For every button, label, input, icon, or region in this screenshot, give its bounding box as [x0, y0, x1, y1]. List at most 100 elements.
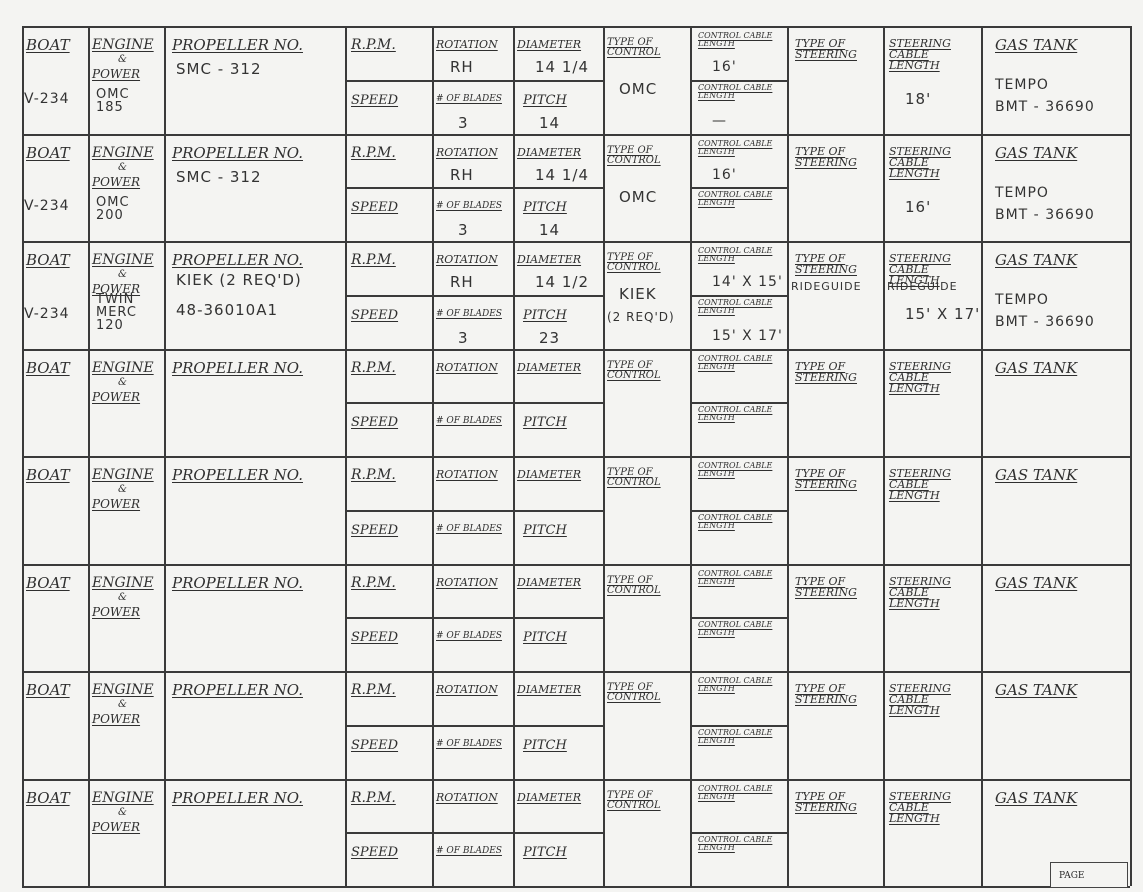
engine-power-value: OMC	[96, 87, 130, 102]
blades-label: # of Blades	[436, 201, 502, 212]
rpm-label: R.P.M.	[351, 359, 396, 376]
rpm-label: R.P.M.	[351, 37, 396, 53]
boat-label: Boat	[26, 36, 70, 54]
steering-cable-label: Steering Cable Length	[889, 37, 951, 72]
column-divider	[1130, 26, 1132, 886]
steering-cable-label: Steering Cable Length	[889, 682, 951, 717]
pitch-value: 14	[539, 113, 561, 132]
steering-cable-label: Steering Cable Length	[889, 467, 951, 502]
type-of-control-value: OMC	[619, 80, 658, 98]
type-of-control-label: Type of Control	[607, 467, 661, 488]
power-label: Power	[92, 282, 141, 296]
speed-label: Speed	[351, 522, 399, 538]
diameter-value: 14 1/4	[535, 165, 589, 184]
pitch-label: Pitch	[523, 630, 567, 646]
type-of-control-label: Type of Control	[607, 144, 661, 166]
rotation-label: Rotation	[436, 683, 498, 696]
type-of-control-value-2: (2 REQ'D)	[607, 310, 675, 324]
cell-split-line	[345, 402, 603, 405]
rotation-label: Rotation	[436, 253, 498, 266]
pitch-label: Pitch	[523, 415, 567, 431]
diameter-label: Diameter	[517, 468, 582, 481]
boat-label: Boat	[26, 251, 70, 269]
steering-cable-value: 16'	[905, 197, 932, 216]
control-cable-label-2: Control Cable Length	[698, 297, 773, 315]
gas-tank-label: Gas Tank	[995, 143, 1078, 162]
control-cable-label-2: Control Cable Length	[698, 835, 773, 853]
engine-label: Engine	[92, 789, 154, 806]
row-divider	[22, 563, 1130, 566]
gas-tank-label: Gas Tank	[995, 466, 1078, 484]
power-label: Power	[92, 174, 141, 189]
steering-cable-note: RIDEGUIDE	[887, 280, 958, 293]
propeller-value: KIEK (2 REQ'D)	[176, 271, 302, 289]
type-of-steering-label: Type of Steering	[795, 144, 857, 169]
speed-label: Speed	[351, 845, 399, 861]
cell-split-line	[345, 79, 603, 82]
cell-split-line	[690, 187, 787, 190]
type-of-control-label: Type of Control	[607, 37, 661, 58]
rotation-label: Rotation	[436, 468, 498, 481]
ampersand-label: &	[118, 591, 127, 603]
control-cable-label-2: Control Cable Length	[698, 82, 773, 100]
boat-label: Boat	[26, 143, 70, 162]
propeller-label: Propeller No.	[172, 358, 303, 377]
gas-tank-value: TEMPO	[995, 184, 1049, 201]
steering-cable-label: Steering Cable Length	[889, 252, 951, 287]
control-cable-label-2: Control Cable Length	[698, 190, 773, 208]
control-cable-value-1: 16'	[712, 166, 737, 183]
type-of-steering-label: Type of Steering	[795, 682, 857, 706]
control-cable-label-1: Control Cable Length	[698, 783, 773, 801]
propeller-label: Propeller No.	[172, 251, 303, 269]
rotation-label: Rotation	[436, 790, 498, 804]
gas-tank-value: BMT - 36690	[995, 314, 1095, 330]
type-of-control-label: Type of Control	[607, 682, 661, 703]
engine-power-value: OMC	[96, 194, 130, 210]
control-cable-value-2: 15' X 17'	[712, 327, 783, 344]
rpm-label: R.P.M.	[351, 252, 396, 268]
speed-label: Speed	[351, 92, 399, 108]
diameter-value: 14 1/2	[535, 273, 589, 291]
blades-value: 3	[458, 221, 469, 240]
pitch-label: Pitch	[523, 92, 567, 108]
row-divider	[22, 456, 1130, 458]
cell-split-line	[690, 79, 787, 82]
control-cable-value-1: 14' X 15'	[712, 274, 783, 290]
boat-label: Boat	[26, 358, 70, 377]
type-of-steering-label: Type of Steering	[795, 467, 857, 491]
gas-tank-value: TEMPO	[995, 292, 1049, 308]
pitch-label: Pitch	[523, 522, 567, 538]
control-cable-label-2: Control Cable Length	[698, 405, 773, 423]
boat-label: Boat	[26, 681, 70, 699]
blades-value: 3	[458, 113, 469, 132]
rotation-label: Rotation	[436, 145, 498, 159]
type-of-steering-label: Type of Steering	[795, 574, 857, 599]
steering-cable-value: 15' X 17'	[905, 305, 981, 323]
type-of-steering-label: Type of Steering	[795, 37, 857, 61]
ampersand-label: &	[118, 699, 127, 710]
type-of-steering-label: Type of Steering	[795, 252, 857, 276]
propeller-label: Propeller No.	[172, 573, 303, 592]
control-cable-label-2: Control Cable Length	[698, 620, 773, 638]
blades-label: # of Blades	[436, 523, 502, 534]
engine-label: Engine	[92, 574, 154, 591]
rotation-label: Rotation	[436, 38, 498, 51]
cell-split-line	[345, 832, 603, 835]
power-label: Power	[92, 497, 141, 511]
gas-tank-label: Gas Tank	[995, 36, 1078, 54]
engine-power-value: TWIN	[96, 292, 135, 307]
blades-label: # of Blades	[436, 846, 502, 857]
rotation-label: Rotation	[436, 360, 498, 374]
ampersand-label: &	[118, 161, 127, 173]
control-cable-label-1: Control Cable Length	[698, 676, 773, 693]
cell-split-line	[690, 402, 787, 405]
row-divider	[22, 133, 1130, 136]
pitch-label: Pitch	[523, 307, 567, 323]
engine-power-value: 185	[96, 100, 124, 115]
control-cable-label-1: Control Cable Length	[698, 138, 773, 156]
gas-tank-value: TEMPO	[995, 77, 1049, 93]
gas-tank-label: Gas Tank	[995, 251, 1078, 269]
steering-cable-label: Steering Cable Length	[889, 359, 951, 395]
diameter-label: Diameter	[517, 790, 582, 804]
